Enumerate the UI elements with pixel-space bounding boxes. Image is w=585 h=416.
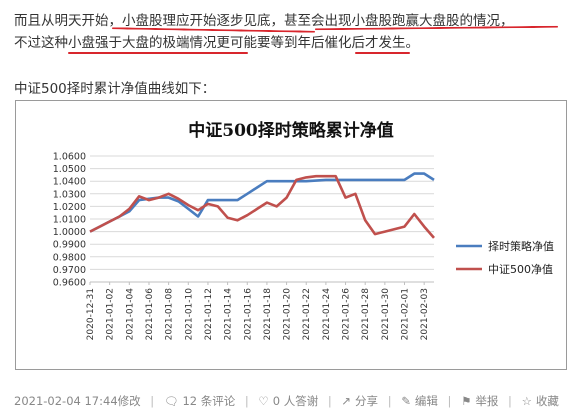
x-tick-label: 2021-01-08 (165, 288, 175, 341)
divider: | (150, 394, 155, 408)
divider: | (447, 394, 452, 408)
x-tick-label: 2021-01-06 (145, 288, 155, 341)
modified-timestamp: 2021-02-04 17:44修改 (14, 394, 141, 408)
bookmark-icon: ☆ (521, 394, 532, 408)
article-line-3: 中证500择时累计净值曲线如下： (14, 81, 216, 97)
y-tick-label: 1.0500 (53, 164, 86, 175)
y-tick-label: 1.0400 (53, 177, 86, 188)
y-tick-label: 1.0200 (53, 202, 86, 213)
series-line-1 (89, 172, 435, 233)
edit-button[interactable]: ✎ 编辑 (401, 394, 441, 408)
thanks-label: 0 人答谢 (272, 394, 319, 408)
series-line-2 (89, 174, 435, 239)
article-footer: 2021-02-04 17:44修改 | 🗨 12 条评论 | ♡ 0 人答谢 | … (14, 393, 559, 409)
x-tick-label: 2021-01-04 (125, 288, 135, 341)
thanks-button[interactable]: ♡ 0 人答谢 (258, 394, 321, 408)
highlight-underline (355, 52, 410, 54)
comments-button[interactable]: 🗨 12 条评论 (164, 394, 239, 408)
divider: | (244, 394, 249, 408)
divider: | (387, 394, 392, 408)
report-label: 举报 (475, 394, 499, 408)
x-tick-label: 2020-12-31 (86, 288, 96, 340)
legend-label: 中证500净值 (488, 262, 553, 276)
chart-title: 中证500择时策略累计净值 (188, 120, 394, 141)
y-tick-label: 0.9600 (53, 278, 86, 289)
share-icon: ↗ (341, 394, 352, 408)
y-tick-label: 0.9900 (53, 240, 86, 251)
x-tick-label: 2021-02-03 (420, 288, 430, 340)
article-line-2: 不过这种小盘强于大盘的极端情况更可能要等到年后催化后才发生。 (14, 35, 419, 51)
y-tick-label: 1.0000 (53, 227, 86, 238)
x-tick-label: 2021-02-01 (401, 288, 411, 340)
share-label: 分享 (355, 394, 379, 408)
flag-icon: ⚑ (461, 394, 472, 408)
x-tick-label: 2021-01-10 (184, 288, 194, 341)
share-button[interactable]: ↗ 分享 (341, 394, 381, 408)
x-tick-label: 2021-01-12 (204, 288, 214, 340)
x-tick-label: 2021-01-28 (361, 288, 371, 341)
edit-label: 编辑 (414, 394, 438, 408)
highlight-underline (68, 52, 248, 54)
thanks-icon: ♡ (258, 394, 269, 408)
comment-icon: 🗨 (163, 394, 179, 408)
x-tick-label: 2021-01-16 (243, 288, 253, 341)
x-tick-label: 2021-01-18 (263, 288, 273, 341)
x-tick-label: 2021-01-14 (224, 288, 234, 341)
article-line-1: 而且从明天开始，小盘股理应开始逐步见底，甚至会出现小盘股跑赢大盘股的情况， (14, 13, 514, 29)
edit-icon: ✎ (401, 394, 411, 408)
y-tick-label: 0.9800 (53, 252, 86, 263)
x-tick-label: 2021-01-30 (381, 288, 391, 341)
y-tick-label: 1.0300 (53, 189, 86, 200)
divider: | (508, 394, 512, 408)
x-tick-label: 2021-01-20 (283, 288, 293, 341)
divider: | (327, 394, 332, 408)
legend-label: 择时策略净值 (488, 239, 554, 253)
comments-label: 12 条评论 (182, 394, 236, 408)
y-tick-label: 1.0100 (53, 215, 86, 226)
report-button[interactable]: ⚑ 举报 (461, 394, 502, 408)
y-tick-label: 0.9700 (53, 265, 86, 276)
y-tick-label: 1.0600 (53, 152, 86, 163)
chart-container: 中证500择时策略累计净值 1.0600 1.0500 1.0400 1.0300 1.… (15, 100, 567, 370)
x-tick-label: 2021-01-22 (302, 288, 312, 340)
favorite-label: 收藏 (535, 394, 559, 408)
x-tick-label: 2021-01-24 (322, 288, 332, 341)
x-tick-label: 2021-01-26 (342, 288, 352, 341)
x-tick-label: 2021-01-02 (106, 288, 116, 340)
favorite-button[interactable]: ☆ 收藏 (522, 394, 559, 408)
